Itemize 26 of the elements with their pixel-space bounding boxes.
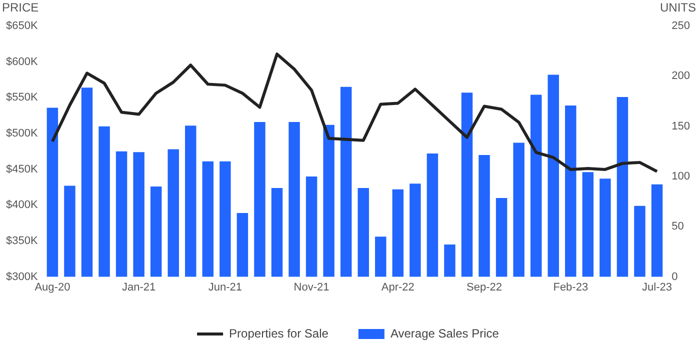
y-tick-label: $400K [6, 199, 38, 212]
x-tick-label: Apr-22 [381, 281, 414, 294]
x-tick-label: Nov-21 [294, 281, 330, 294]
y2-tick-label: 50 [672, 220, 684, 233]
y2-axis-title: UNITS [660, 0, 696, 14]
y-axis-title: PRICE [2, 0, 39, 14]
y-tick-label: $300K [6, 270, 38, 283]
y2-tick-label: 200 [672, 70, 690, 82]
x-tick-label: Aug-20 [34, 281, 70, 294]
y-tick-label: $350K [6, 235, 38, 248]
x-tick-label: Sep-22 [466, 281, 502, 294]
x-tick-label: Jan-21 [122, 281, 156, 294]
y2-tick-label: 250 [672, 20, 690, 32]
y-tick-label: $650K [6, 20, 38, 32]
y2-tick-label: 0 [672, 270, 678, 283]
x-tick-label: Feb-23 [553, 281, 588, 294]
y2-tick-label: 150 [672, 120, 690, 132]
x-tick-label: Jun-21 [208, 281, 242, 294]
legend-label: Average Sales Price [390, 326, 500, 340]
x-tick-label: Jul-23 [642, 281, 672, 294]
y2-tick-label: 100 [672, 170, 690, 183]
y-tick-label: $600K [6, 56, 38, 68]
legend-label: Properties for Sale [229, 326, 329, 340]
y-tick-label: $550K [6, 92, 38, 104]
y-tick-label: $450K [6, 163, 38, 176]
y-tick-label: $500K [6, 128, 38, 140]
